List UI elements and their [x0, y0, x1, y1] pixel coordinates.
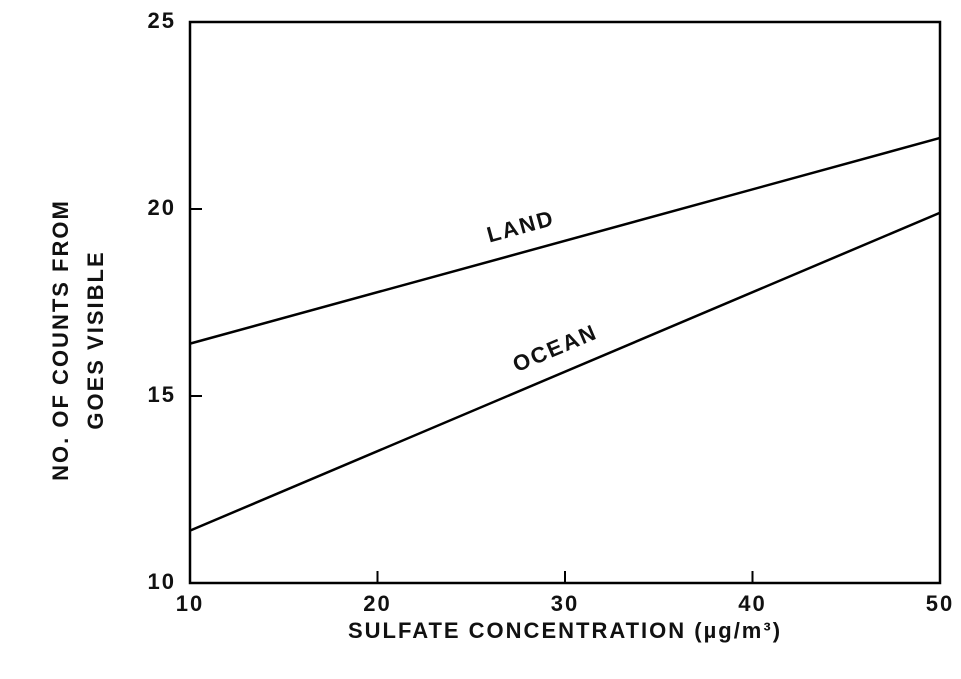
y-tick-label: 10	[148, 569, 176, 594]
data-line	[189, 211, 941, 532]
x-tick-label: 40	[738, 591, 766, 616]
x-tick-label: 10	[176, 591, 204, 616]
y-tick-label: 25	[148, 8, 176, 33]
x-tick-label: 20	[363, 591, 391, 616]
x-axis-label: SULFATE CONCENTRATION (µg/m³)	[348, 618, 782, 643]
x-tick-label: 50	[926, 591, 954, 616]
x-tick-label: 30	[551, 591, 579, 616]
y-axis-label: GOES VISIBLE	[83, 250, 108, 429]
y-tick-label: 20	[148, 195, 176, 220]
y-tick-label: 15	[148, 382, 176, 407]
data-line	[189, 136, 941, 345]
y-axis-label: NO. OF COUNTS FROM	[48, 199, 73, 481]
